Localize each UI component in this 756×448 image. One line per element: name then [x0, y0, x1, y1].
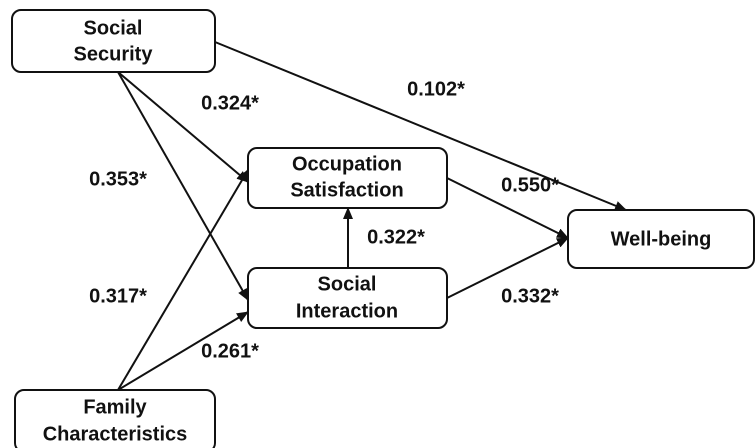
node-label: Satisfaction — [290, 179, 403, 201]
edge-label: 0.261* — [201, 340, 259, 362]
edge-label: 0.550* — [501, 174, 559, 196]
edge-label: 0.322* — [367, 226, 425, 248]
node-box — [247, 147, 448, 209]
node-box — [11, 9, 216, 73]
node-label: Family — [83, 396, 147, 418]
node-label: Social — [318, 273, 377, 295]
node-label: Occupation — [292, 153, 402, 175]
edge-label: 0.353* — [89, 168, 147, 190]
nodes: Social Security Occupation Satisfaction … — [11, 9, 755, 448]
arrow — [117, 169, 249, 391]
node-label: Security — [74, 43, 154, 65]
node-box — [567, 209, 755, 269]
arrow — [117, 71, 249, 301]
arrow — [117, 311, 249, 391]
node-box — [247, 267, 448, 329]
edge-label: 0.324* — [201, 92, 259, 114]
arrow — [446, 177, 569, 239]
node-label: Social — [84, 17, 143, 39]
edge-label: 0.332* — [501, 285, 559, 307]
edge-label: 0.317* — [89, 285, 147, 307]
node-label: Characteristics — [43, 423, 188, 445]
arrow — [117, 71, 249, 183]
arrow — [214, 41, 627, 211]
node-label: Interaction — [296, 300, 398, 322]
node-box — [14, 389, 216, 448]
node-label: Well-being — [611, 228, 712, 250]
edge-labels: 0.324* 0.353* 0.102* 0.317* 0.261* 0.550… — [89, 78, 559, 362]
edges — [117, 41, 627, 391]
arrow — [446, 237, 569, 299]
edge-label: 0.102* — [407, 78, 465, 100]
